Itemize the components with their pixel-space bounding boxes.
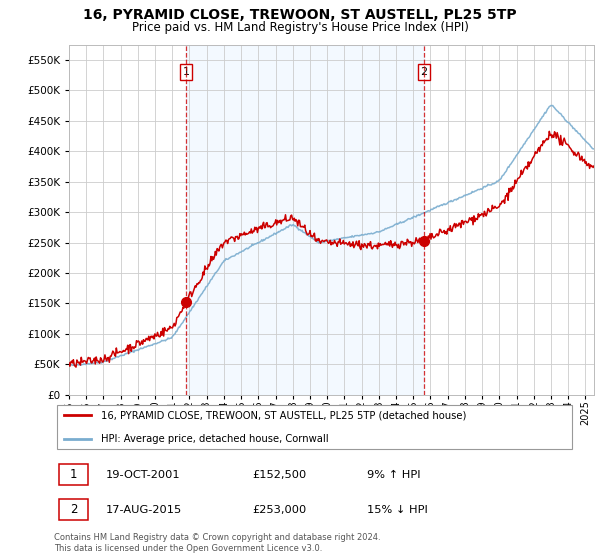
FancyBboxPatch shape	[59, 499, 88, 520]
Text: 16, PYRAMID CLOSE, TREWOON, ST AUSTELL, PL25 5TP: 16, PYRAMID CLOSE, TREWOON, ST AUSTELL, …	[83, 8, 517, 22]
Text: 17-AUG-2015: 17-AUG-2015	[106, 505, 182, 515]
Text: 19-OCT-2001: 19-OCT-2001	[106, 470, 181, 479]
Text: 1: 1	[70, 468, 77, 481]
Text: 15% ↓ HPI: 15% ↓ HPI	[367, 505, 428, 515]
Text: 1: 1	[182, 67, 190, 77]
Text: 2: 2	[421, 67, 427, 77]
FancyBboxPatch shape	[56, 405, 572, 449]
Text: 2: 2	[70, 503, 77, 516]
Text: Contains HM Land Registry data © Crown copyright and database right 2024.
This d: Contains HM Land Registry data © Crown c…	[54, 533, 380, 553]
Text: 9% ↑ HPI: 9% ↑ HPI	[367, 470, 421, 479]
Text: 16, PYRAMID CLOSE, TREWOON, ST AUSTELL, PL25 5TP (detached house): 16, PYRAMID CLOSE, TREWOON, ST AUSTELL, …	[101, 410, 466, 420]
Text: £152,500: £152,500	[253, 470, 307, 479]
FancyBboxPatch shape	[59, 464, 88, 485]
Text: £253,000: £253,000	[253, 505, 307, 515]
Text: HPI: Average price, detached house, Cornwall: HPI: Average price, detached house, Corn…	[101, 434, 329, 444]
Bar	[186, 45, 424, 395]
Text: Price paid vs. HM Land Registry's House Price Index (HPI): Price paid vs. HM Land Registry's House …	[131, 21, 469, 34]
